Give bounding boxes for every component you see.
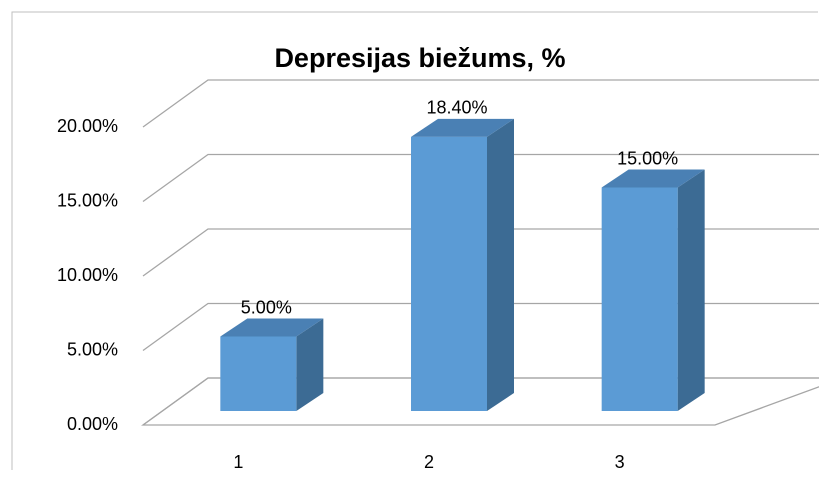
chart-title: Depresijas biežums, % <box>274 43 565 73</box>
y-tick-label: 20.00% <box>57 116 118 136</box>
data-label: 5.00% <box>241 297 292 317</box>
bar-side <box>487 118 514 411</box>
grid-line <box>142 153 819 203</box>
bar <box>601 187 678 411</box>
bar-top <box>601 169 705 188</box>
data-label: 18.40% <box>426 98 487 118</box>
bar-side <box>677 169 705 411</box>
bar-side <box>296 318 324 411</box>
grid-line <box>142 79 819 128</box>
y-tick-label: 15.00% <box>57 190 118 210</box>
y-tick-label: 10.00% <box>57 265 118 285</box>
bar-top <box>220 318 324 337</box>
chart-border <box>11 11 818 470</box>
y-tick-label: 0.00% <box>67 414 118 434</box>
x-tick-label: 2 <box>424 452 434 472</box>
y-tick-label: 5.00% <box>67 339 118 359</box>
x-tick-label: 3 <box>615 452 625 472</box>
bar-top <box>411 118 514 137</box>
bar <box>220 336 297 411</box>
bar <box>411 136 487 411</box>
x-tick-label: 1 <box>233 452 243 472</box>
data-label: 15.00% <box>617 148 678 168</box>
